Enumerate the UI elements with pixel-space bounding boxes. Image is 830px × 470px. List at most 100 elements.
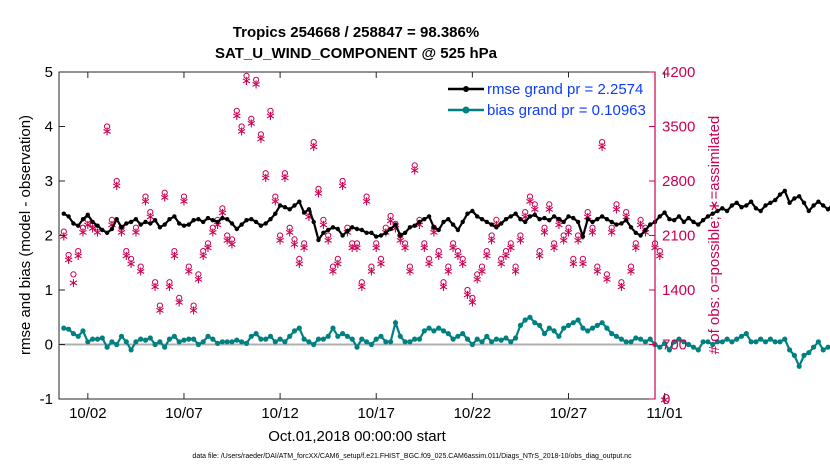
legend-rmse-label: rmse grand pr = 2.2574 bbox=[487, 81, 643, 98]
rmse-point bbox=[258, 223, 264, 228]
obs-assimilated-point: ∗ bbox=[621, 210, 632, 225]
obs-possible-point bbox=[637, 216, 644, 223]
obs-assimilated-point: ∗ bbox=[275, 233, 286, 248]
bias-point bbox=[662, 340, 668, 346]
obs-assimilated-point: ∗ bbox=[496, 257, 507, 272]
rmse-point bbox=[595, 217, 600, 222]
obs-assimilated-point: ∗ bbox=[477, 265, 488, 280]
bias-point bbox=[758, 336, 764, 342]
obs-assimilated-point: ∗ bbox=[106, 218, 117, 233]
obs-assimilated-point: ∗ bbox=[400, 241, 411, 256]
bias-point bbox=[440, 328, 447, 334]
rmse-point bbox=[95, 223, 100, 228]
rmse-point bbox=[542, 215, 547, 221]
obs-assimilated-point: ∗ bbox=[419, 241, 430, 256]
bias-point bbox=[801, 352, 807, 358]
obs-possible-point bbox=[156, 302, 163, 309]
obs-possible-point bbox=[656, 248, 663, 255]
bias-point bbox=[291, 328, 298, 334]
rmse-point bbox=[402, 230, 408, 235]
rmse-point bbox=[239, 222, 244, 227]
obs-possible-point bbox=[526, 193, 534, 200]
obs-possible-point bbox=[502, 248, 510, 255]
legend-box bbox=[442, 77, 654, 121]
rmse-point bbox=[374, 234, 379, 239]
bias-point bbox=[215, 340, 221, 346]
obs-assimilated-point: ∗ bbox=[452, 249, 463, 264]
obs-possible-point bbox=[546, 201, 553, 208]
obs-assimilated-point: ∗ bbox=[121, 249, 132, 264]
obs-assimilated-point: ∗ bbox=[63, 253, 74, 268]
bias-point bbox=[546, 325, 552, 331]
obs-possible-point bbox=[570, 255, 577, 262]
rmse-point bbox=[393, 222, 398, 227]
bias-point bbox=[633, 335, 639, 341]
obs-possible-point bbox=[435, 248, 442, 255]
rmse-point bbox=[648, 222, 653, 227]
obs-assimilated-point: ∗ bbox=[549, 241, 560, 256]
obs-possible-point bbox=[613, 201, 620, 208]
bias-point bbox=[431, 328, 437, 334]
obs-assimilated-point: ∗ bbox=[356, 280, 367, 295]
obs-possible-point bbox=[142, 193, 149, 200]
obs-possible-point bbox=[632, 240, 639, 247]
obs-assimilated-point: ∗ bbox=[265, 109, 276, 124]
rmse-point bbox=[619, 221, 624, 226]
bias-point bbox=[729, 339, 735, 345]
obs-possible-point bbox=[440, 279, 447, 286]
rmse-point bbox=[71, 221, 76, 226]
rmse-point bbox=[80, 217, 86, 222]
rmse-point bbox=[196, 217, 201, 222]
obs-possible-point bbox=[594, 263, 601, 270]
obs-assimilated-point: ∗ bbox=[270, 195, 281, 210]
bias-point bbox=[484, 333, 490, 339]
rmse-point bbox=[518, 217, 523, 222]
obs-possible-point bbox=[358, 279, 365, 286]
obs-possible-point bbox=[377, 255, 385, 262]
rmse-point bbox=[787, 200, 792, 205]
obs-possible-point bbox=[618, 279, 625, 286]
obs-assimilated-point: ∗ bbox=[193, 272, 204, 287]
bias-point bbox=[753, 339, 759, 345]
rmse-point bbox=[220, 215, 225, 221]
x-tick-label: 10/07 bbox=[165, 405, 203, 422]
rmse-point bbox=[378, 233, 384, 238]
bias-point bbox=[474, 336, 480, 342]
obs-possible-point bbox=[627, 263, 635, 270]
obs-possible-point bbox=[536, 248, 543, 255]
rmse-point bbox=[773, 197, 778, 203]
rmse-point bbox=[100, 227, 105, 233]
rmse-point bbox=[104, 230, 110, 235]
bias-point bbox=[335, 333, 341, 339]
data-file-footnote: data file: /Users/raeder/DAI/ATM_forcXX/… bbox=[192, 453, 632, 460]
bias-point bbox=[90, 336, 96, 342]
obs-possible-point bbox=[277, 232, 284, 239]
obs-possible-point bbox=[406, 263, 413, 270]
obs-possible-point bbox=[161, 189, 168, 196]
x-tick-label: 10/27 bbox=[550, 405, 588, 422]
bias-point bbox=[94, 336, 101, 342]
obs-assimilated-point: ∗ bbox=[203, 241, 214, 256]
rmse-point bbox=[816, 199, 821, 204]
rmse-point bbox=[446, 217, 451, 222]
bias-point bbox=[690, 344, 697, 350]
rmse-point bbox=[61, 211, 66, 216]
y-axis-left-label: rmse and bias (model - observation) bbox=[17, 115, 34, 355]
obs-assimilated-point: ∗ bbox=[481, 249, 492, 264]
obs-assimilated-point: ∗ bbox=[198, 249, 209, 264]
bias-point bbox=[738, 333, 745, 339]
bias-point bbox=[416, 336, 423, 342]
rmse-point bbox=[676, 214, 682, 219]
rmse-point bbox=[316, 237, 321, 243]
rmse-point bbox=[297, 199, 302, 204]
rmse-point bbox=[825, 207, 830, 212]
bias-point bbox=[791, 352, 798, 358]
rmse-point bbox=[364, 230, 369, 235]
obs-assimilated-point: ∗ bbox=[323, 233, 334, 248]
rmse-point bbox=[249, 217, 254, 222]
obs-possible-point bbox=[584, 209, 591, 216]
obs-assimilated-point: ∗ bbox=[231, 109, 242, 124]
bias-point bbox=[777, 339, 783, 345]
obs-possible-point bbox=[176, 294, 183, 301]
obs-possible-point bbox=[152, 279, 159, 286]
